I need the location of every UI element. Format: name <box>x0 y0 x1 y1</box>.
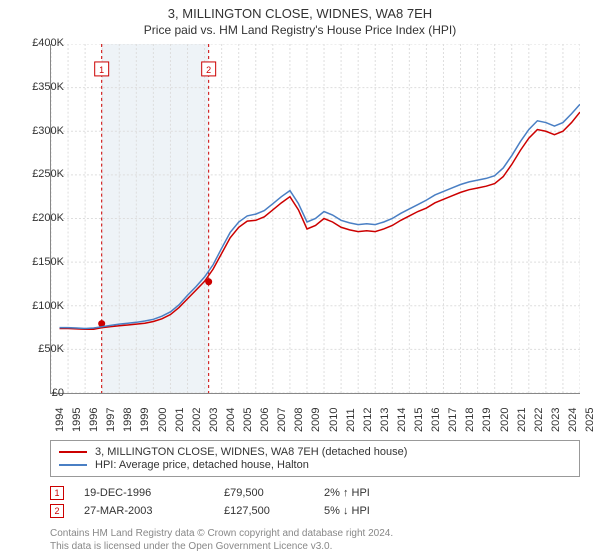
x-tick-label: 1994 <box>54 408 66 432</box>
legend: 3, MILLINGTON CLOSE, WIDNES, WA8 7EH (de… <box>50 440 580 477</box>
x-tick-label: 2006 <box>259 408 271 432</box>
legend-row: 3, MILLINGTON CLOSE, WIDNES, WA8 7EH (de… <box>59 446 571 458</box>
x-tick-label: 2011 <box>345 408 357 432</box>
legend-swatch-hpi <box>59 464 87 466</box>
x-tick-label: 2017 <box>447 408 459 432</box>
legend-label: HPI: Average price, detached house, Halt… <box>95 459 309 471</box>
x-tick-label: 1996 <box>88 408 100 432</box>
x-tick-label: 2023 <box>550 408 562 432</box>
legend-label: 3, MILLINGTON CLOSE, WIDNES, WA8 7EH (de… <box>95 446 407 458</box>
price-chart: 12 <box>50 44 580 394</box>
marker-date: 27-MAR-2003 <box>84 505 224 517</box>
x-tick-label: 2007 <box>276 408 288 432</box>
x-tick-label: 1999 <box>139 408 151 432</box>
x-tick-label: 2022 <box>533 408 545 432</box>
x-tick-label: 2021 <box>516 408 528 432</box>
footnote-line: Contains HM Land Registry data © Crown c… <box>50 528 580 541</box>
x-tick-label: 2008 <box>293 408 305 432</box>
x-tick-label: 2003 <box>208 408 220 432</box>
x-tick-label: 2002 <box>191 408 203 432</box>
x-tick-label: 2020 <box>499 408 511 432</box>
x-axis-labels: 1994 1995 1996 1997 1998 1999 2000 2001 2002 2003… <box>50 400 580 440</box>
x-tick-label: 2014 <box>396 408 408 432</box>
y-tick-label: £0 <box>18 387 64 399</box>
marker-row: 1 19-DEC-1996 £79,500 2% ↑ HPI <box>50 486 580 500</box>
x-tick-label: 2024 <box>567 408 579 432</box>
y-tick-label: £50K <box>18 343 64 355</box>
x-tick-label: 2001 <box>174 408 186 432</box>
y-tick-label: £300K <box>18 125 64 137</box>
x-tick-label: 2010 <box>328 408 340 432</box>
x-tick-label: 1998 <box>122 408 134 432</box>
x-tick-label: 2025 <box>584 408 596 432</box>
marker-box-2: 2 <box>50 504 64 518</box>
marker-row: 2 27-MAR-2003 £127,500 5% ↓ HPI <box>50 504 580 518</box>
y-tick-label: £250K <box>18 168 64 180</box>
y-tick-label: £200K <box>18 212 64 224</box>
legend-swatch-price-paid <box>59 451 87 453</box>
x-tick-label: 2013 <box>379 408 391 432</box>
marker-date: 19-DEC-1996 <box>84 487 224 499</box>
marker-pct: 2% ↑ HPI <box>324 487 424 499</box>
svg-text:1: 1 <box>99 65 104 75</box>
marker-pct: 5% ↓ HPI <box>324 505 424 517</box>
svg-text:2: 2 <box>206 65 211 75</box>
footnote-line: This data is licensed under the Open Gov… <box>50 541 580 554</box>
marker-box-1: 1 <box>50 486 64 500</box>
footnote: Contains HM Land Registry data © Crown c… <box>50 528 580 553</box>
legend-row: HPI: Average price, detached house, Halt… <box>59 459 571 471</box>
x-tick-label: 2019 <box>481 408 493 432</box>
x-tick-label: 2015 <box>413 408 425 432</box>
page-title: 3, MILLINGTON CLOSE, WIDNES, WA8 7EH <box>0 6 600 21</box>
x-tick-label: 1995 <box>71 408 83 432</box>
marker-table: 1 19-DEC-1996 £79,500 2% ↑ HPI 2 27-MAR-… <box>50 482 580 522</box>
x-tick-label: 2009 <box>310 408 322 432</box>
marker-price: £79,500 <box>224 487 324 499</box>
x-tick-label: 2012 <box>362 408 374 432</box>
y-tick-label: £400K <box>18 37 64 49</box>
y-tick-label: £350K <box>18 81 64 93</box>
y-tick-label: £100K <box>18 300 64 312</box>
x-tick-label: 2016 <box>430 408 442 432</box>
y-tick-label: £150K <box>18 256 64 268</box>
x-tick-label: 2005 <box>242 408 254 432</box>
page-subtitle: Price paid vs. HM Land Registry's House … <box>0 23 600 37</box>
x-tick-label: 2000 <box>157 408 169 432</box>
x-tick-label: 1997 <box>105 408 117 432</box>
x-tick-label: 2018 <box>464 408 476 432</box>
marker-price: £127,500 <box>224 505 324 517</box>
x-tick-label: 2004 <box>225 408 237 432</box>
